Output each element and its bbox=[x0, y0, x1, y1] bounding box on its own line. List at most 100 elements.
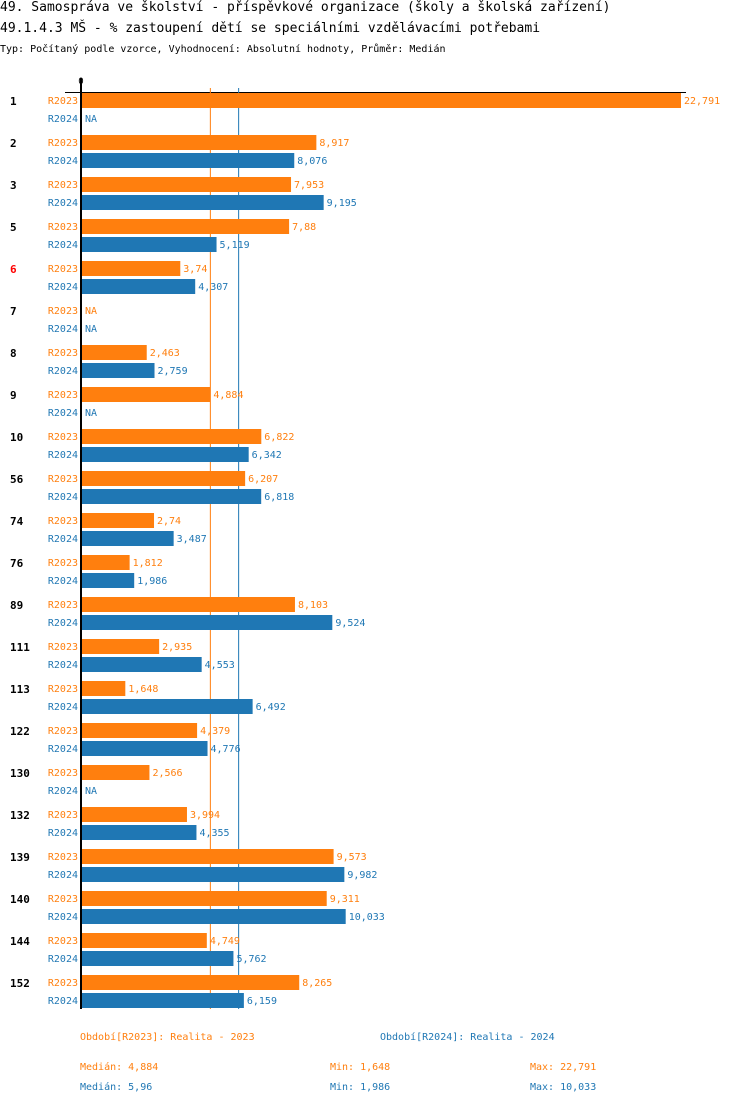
stat-r2023-max: Max: 22,791 bbox=[530, 1062, 597, 1073]
series-label: R2023 bbox=[48, 138, 78, 149]
category-label: 9 bbox=[10, 389, 17, 402]
chart-meta: Typ: Počítaný podle vzorce, Vyhodnocení:… bbox=[0, 44, 446, 55]
value-label: 5,762 bbox=[236, 954, 266, 965]
value-label: 4,749 bbox=[210, 936, 240, 947]
value-label-na: NA bbox=[85, 306, 97, 317]
bar-r2023 bbox=[82, 975, 300, 990]
value-label: 6,818 bbox=[264, 492, 294, 503]
value-label: 1,812 bbox=[133, 558, 163, 569]
series-label: R2023 bbox=[48, 768, 78, 779]
value-label: 8,076 bbox=[297, 156, 327, 167]
series-label: R2024 bbox=[48, 408, 78, 419]
category-label: 152 bbox=[10, 977, 30, 990]
series-label: R2023 bbox=[48, 978, 78, 989]
series-label: R2023 bbox=[48, 96, 78, 107]
bar-r2024 bbox=[82, 867, 345, 882]
value-label: 8,103 bbox=[298, 600, 328, 611]
value-label: 9,195 bbox=[327, 198, 357, 209]
bar-r2023 bbox=[82, 555, 130, 570]
category-label: 1 bbox=[10, 95, 17, 108]
value-label: 1,648 bbox=[128, 684, 158, 695]
value-label: 7,88 bbox=[292, 222, 316, 233]
category-label: 2 bbox=[10, 137, 17, 150]
value-label: 9,311 bbox=[330, 894, 360, 905]
series-label: R2023 bbox=[48, 390, 78, 401]
series-label: R2023 bbox=[48, 894, 78, 905]
bar-r2023 bbox=[82, 429, 262, 444]
value-label: 7,953 bbox=[294, 180, 324, 191]
category-label: 76 bbox=[10, 557, 24, 570]
value-label: 22,791 bbox=[684, 96, 720, 107]
series-label: R2023 bbox=[48, 684, 78, 695]
value-label: 4,884 bbox=[213, 390, 243, 401]
category-label: 140 bbox=[10, 893, 30, 906]
series-label: R2023 bbox=[48, 600, 78, 611]
series-label: R2023 bbox=[48, 810, 78, 821]
series-label: R2024 bbox=[48, 996, 78, 1007]
bar-r2024 bbox=[82, 741, 208, 756]
bar-r2023 bbox=[82, 723, 198, 738]
series-label: R2024 bbox=[48, 534, 78, 545]
value-label: 4,379 bbox=[200, 726, 230, 737]
series-label: R2023 bbox=[48, 516, 78, 527]
stat-r2024-median: Medián: 5,96 bbox=[80, 1082, 153, 1093]
bar-r2023 bbox=[82, 681, 126, 696]
bar-r2024 bbox=[82, 531, 174, 546]
bar-r2024 bbox=[82, 993, 244, 1008]
bar-r2024 bbox=[82, 489, 262, 504]
series-label: R2023 bbox=[48, 642, 78, 653]
series-label: R2024 bbox=[48, 492, 78, 503]
value-label: 10,033 bbox=[349, 912, 385, 923]
bar-r2023 bbox=[82, 93, 681, 108]
bar-r2023 bbox=[82, 933, 207, 948]
bar-r2024 bbox=[82, 363, 155, 378]
category-label: 111 bbox=[10, 641, 30, 654]
legend-r2024: Období[R2024]: Realita - 2024 bbox=[380, 1032, 555, 1043]
value-label: 9,982 bbox=[347, 870, 377, 881]
category-label: 130 bbox=[10, 767, 30, 780]
series-label: R2023 bbox=[48, 474, 78, 485]
series-label: R2023 bbox=[48, 936, 78, 947]
value-label: 6,822 bbox=[264, 432, 294, 443]
series-label: R2023 bbox=[48, 558, 78, 569]
series-label: R2023 bbox=[48, 726, 78, 737]
category-label: 122 bbox=[10, 725, 30, 738]
value-label: 9,524 bbox=[335, 618, 365, 629]
series-label: R2024 bbox=[48, 702, 78, 713]
bar-r2023 bbox=[82, 135, 317, 150]
series-label: R2024 bbox=[48, 744, 78, 755]
bar-r2023 bbox=[82, 765, 150, 780]
bar-r2023 bbox=[82, 471, 246, 486]
category-label: 56 bbox=[10, 473, 24, 486]
bar-r2023 bbox=[82, 261, 181, 276]
value-label: 4,553 bbox=[205, 660, 235, 671]
bar-r2024 bbox=[82, 237, 217, 252]
stat-r2023-min: Min: 1,648 bbox=[330, 1062, 391, 1073]
series-label: R2024 bbox=[48, 240, 78, 251]
series-label: R2024 bbox=[48, 282, 78, 293]
chart-title: 49. Samospráva ve školství - příspěvkové… bbox=[0, 0, 611, 15]
bar-r2024 bbox=[82, 909, 346, 924]
series-label: R2023 bbox=[48, 852, 78, 863]
legend-r2023: Období[R2023]: Realita - 2023 bbox=[80, 1032, 255, 1043]
series-label: R2024 bbox=[48, 660, 78, 671]
bar-r2023 bbox=[82, 345, 147, 360]
value-label: 2,935 bbox=[162, 642, 192, 653]
chart-subtitle: 49.1.4.3 MŠ - % zastoupení dětí se speci… bbox=[0, 21, 541, 36]
category-label: 139 bbox=[10, 851, 30, 864]
category-label: 89 bbox=[10, 599, 23, 612]
value-label: 6,207 bbox=[248, 474, 278, 485]
value-label: 2,759 bbox=[158, 366, 188, 377]
value-label: 3,487 bbox=[177, 534, 207, 545]
category-label: 8 bbox=[10, 347, 17, 360]
value-label: 4,355 bbox=[199, 828, 229, 839]
value-label: 8,917 bbox=[319, 138, 349, 149]
value-label: 3,74 bbox=[183, 264, 207, 275]
bar-r2024 bbox=[82, 699, 253, 714]
series-label: R2023 bbox=[48, 180, 78, 191]
value-label-na: NA bbox=[85, 786, 97, 797]
category-label: 113 bbox=[10, 683, 30, 696]
value-label-na: NA bbox=[85, 324, 97, 335]
category-label: 74 bbox=[10, 515, 24, 528]
value-label: 2,463 bbox=[150, 348, 180, 359]
